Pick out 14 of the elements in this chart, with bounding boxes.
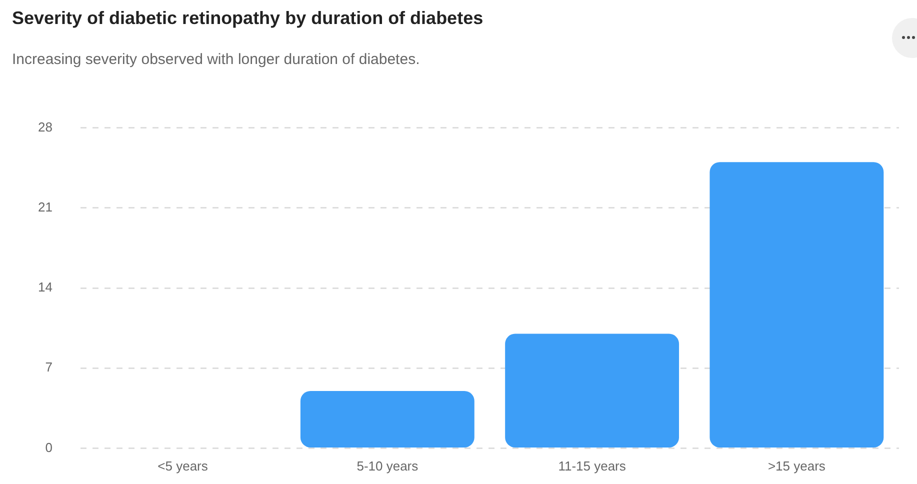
x-tick-label: >15 years: [768, 458, 826, 474]
chart-subtitle: Increasing severity observed with longer duration of diabetes.: [12, 51, 420, 68]
y-tick-label: 28: [38, 119, 52, 134]
bar: [300, 390, 474, 448]
bar: [505, 334, 680, 448]
y-tick-label: 14: [38, 280, 52, 295]
bar: [710, 162, 884, 448]
y-tick-label: 21: [38, 199, 52, 214]
x-tick-label: <5 years: [158, 458, 208, 474]
x-tick-label: 5-10 years: [356, 458, 419, 474]
x-tick-label: 11-15 years: [558, 458, 626, 474]
y-tick-label: 0: [45, 440, 52, 455]
chart-title: Severity of diabetic retinopathy by duration of diabetes: [12, 8, 484, 29]
y-tick-label: 7: [45, 360, 52, 375]
